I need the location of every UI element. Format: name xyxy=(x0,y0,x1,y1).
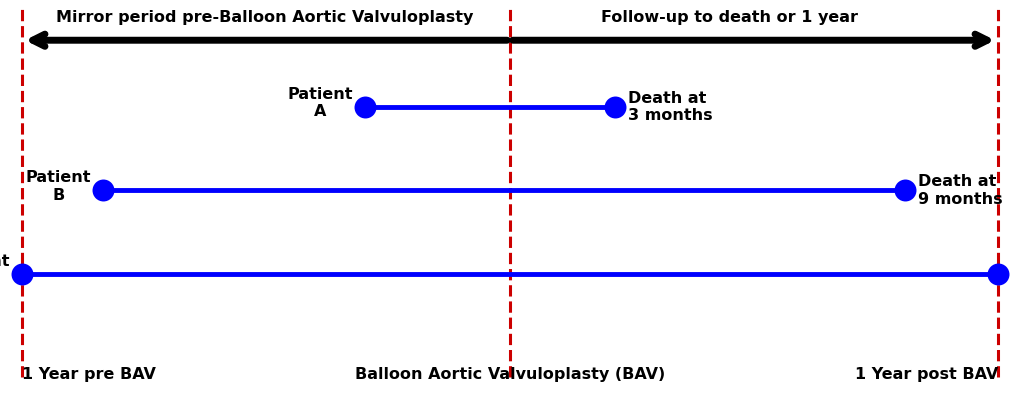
Point xyxy=(357,104,373,110)
Point xyxy=(606,104,623,110)
Point xyxy=(95,187,111,194)
Text: 1 Year pre BAV: 1 Year pre BAV xyxy=(22,367,156,382)
Text: Death at
3 months: Death at 3 months xyxy=(628,91,712,123)
Text: Follow-up to death or 1 year: Follow-up to death or 1 year xyxy=(601,10,858,25)
Text: Patient
B: Patient B xyxy=(25,170,91,203)
Point xyxy=(14,271,31,277)
Text: Patient
C: Patient C xyxy=(0,254,10,286)
Text: Death at
9 months: Death at 9 months xyxy=(917,174,1002,207)
Text: Balloon Aortic Valvuloplasty (BAV): Balloon Aortic Valvuloplasty (BAV) xyxy=(355,367,664,382)
Text: 1 Year post BAV: 1 Year post BAV xyxy=(854,367,997,382)
Text: Patient
A: Patient A xyxy=(287,87,353,119)
Text: Mirror period pre-Balloon Aortic Valvuloplasty: Mirror period pre-Balloon Aortic Valvulo… xyxy=(56,10,473,25)
Point xyxy=(988,271,1005,277)
Point xyxy=(896,187,912,194)
